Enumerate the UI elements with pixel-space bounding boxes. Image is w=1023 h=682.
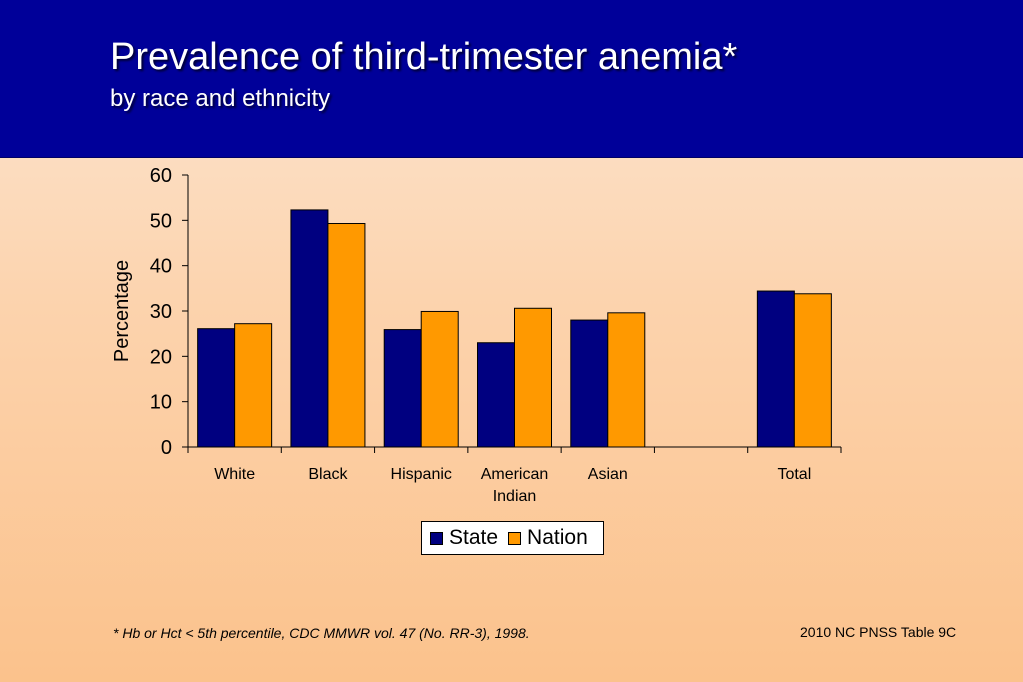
legend-label-nation: Nation [527,526,588,549]
y-tick-label: 30 [150,301,172,323]
y-tick-label: 10 [150,392,172,414]
slide-subtitle: by race and ethnicity [110,85,331,112]
footnote: * Hb or Hct < 5th percentile, CDC MMWR v… [113,625,530,641]
y-axis-title: Percentage [111,260,133,362]
bar-nation-black [327,223,366,448]
y-tick-label: 40 [150,256,172,278]
x-tick-label: American Indian [481,466,549,505]
legend-label-state: State [449,526,499,549]
bar-nation-hispanic [420,310,459,448]
legend-swatch-state [430,531,443,545]
source-note: 2010 NC PNSS Table 9C [800,624,957,640]
bar-nation-american-indian [514,307,552,448]
y-tick-label: 0 [161,437,172,459]
bar-state-asian [570,319,609,448]
y-tick-label: 60 [150,165,172,187]
x-tick-label: White [214,466,255,483]
title-banner: Prevalence of third-trimester anemia* by… [0,0,1023,158]
slide-title: Prevalence of third-trimester anemia* [110,36,738,78]
chart-legend: State Nation [421,521,604,555]
legend-item-nation: Nation [508,526,588,550]
bar-state-total [756,290,795,448]
bar-nation-white [234,323,273,448]
bar-nation-total [793,293,832,448]
x-tick-label: Hispanic [391,466,452,483]
x-tick-label: Asian [588,466,628,483]
y-tick-label: 20 [150,346,172,368]
bar-state-white [197,328,236,448]
bar-nation-asian [607,312,646,448]
legend-item-state: State [430,526,498,550]
x-tick-label: Total [777,466,811,483]
bar-state-black [290,209,329,448]
y-tick-label: 50 [150,210,172,232]
bar-state-hispanic [383,329,422,448]
legend-swatch-nation [508,531,522,545]
x-tick-label: Black [308,466,348,483]
bar-state-american-indian [477,342,515,448]
